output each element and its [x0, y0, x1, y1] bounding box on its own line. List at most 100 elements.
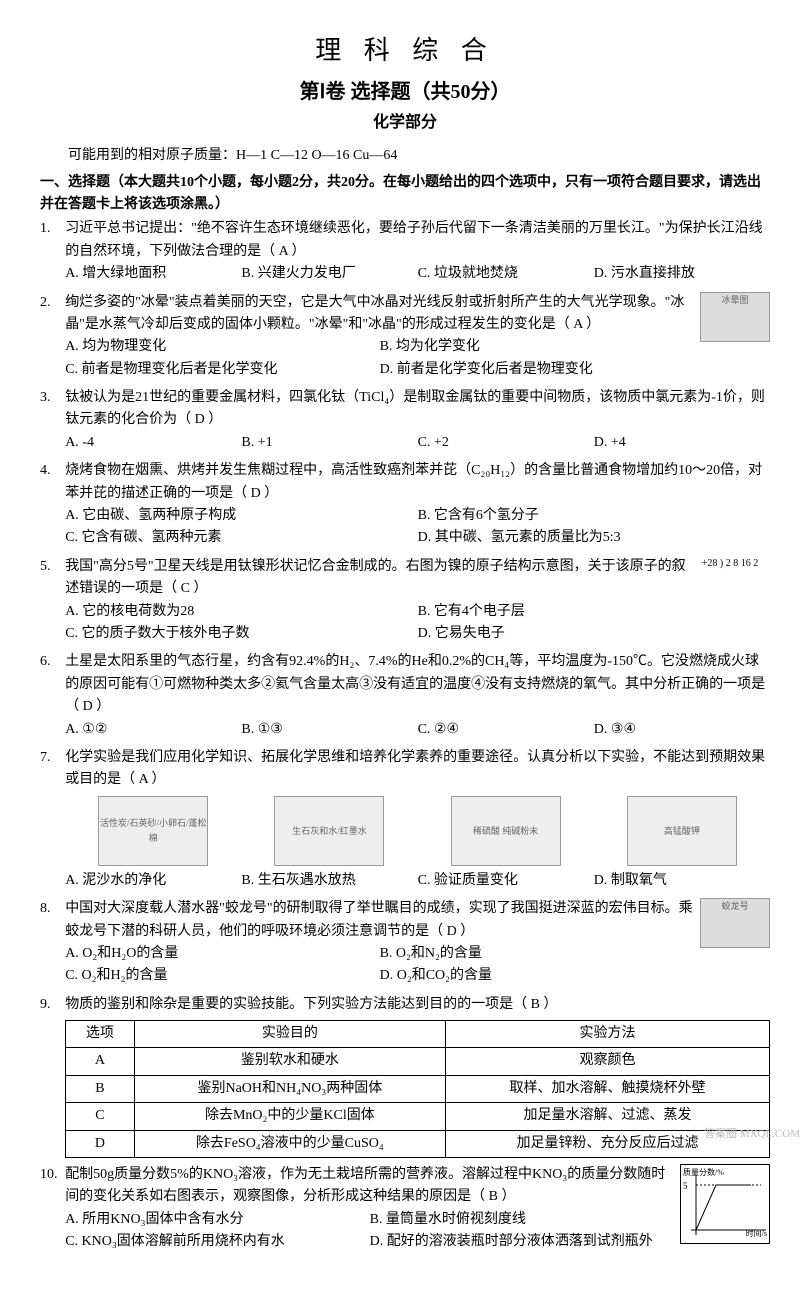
atom-diagram: +28 ) 2 8 16 2: [690, 556, 770, 596]
experiment-figure: 生石灰和水/红墨水: [274, 796, 384, 866]
question-9: 9.物质的鉴别和除杂是重要的实验技能。下列实验方法能达到目的的一项是（ B ） 选…: [40, 994, 770, 1158]
options: A. 泥沙水的净化B. 生石灰遇水放热C. 验证质量变化D. 制取氧气: [40, 870, 770, 892]
option: B. +1: [241, 432, 417, 454]
option: A. O₂和H₂O的含量: [65, 943, 379, 965]
question-7: 7.化学实验是我们应用化学知识、拓展化学思维和培养化学素养的重要途径。认真分析以…: [40, 747, 770, 892]
question-5: +28 ) 2 8 16 2 5.我国"高分5号"卫星天线是用钛镍形状记忆合金制成…: [40, 556, 770, 646]
table-cell: 除去MnO₂中的少量KCl固体: [134, 1103, 446, 1130]
question-text: 土星是太阳系里的气态行星，约含有92.4%的H₂、7.4%的He和0.2%的CH…: [40, 651, 770, 718]
option: D. 前者是化学变化后者是物理变化: [380, 359, 694, 381]
option: D. ③④: [594, 719, 770, 741]
options: A. 它由碳、氢两种原子构成B. 它含有6个氢分子C. 它含有碳、氢两种元素D.…: [40, 505, 770, 550]
atomic-mass-note: 可能用到的相对原子质量：H—1 C—12 O—16 Cu—64: [40, 145, 770, 167]
question-number: 4.: [40, 460, 51, 482]
option: B. ①③: [241, 719, 417, 741]
question-text: 我国"高分5号"卫星天线是用钛镍形状记忆合金制成的。右图为镍的原子结构示意图，关…: [40, 556, 770, 601]
option: D. 制取氧气: [594, 870, 770, 892]
table-cell: A: [66, 1048, 134, 1075]
graph-figure: 质量分数/%5时间/s: [680, 1164, 770, 1244]
option: B. O₂和N₂的含量: [380, 943, 694, 965]
table-cell: 取样、加水溶解、触摸烧杯外壁: [446, 1075, 770, 1102]
option: A. 它的核电荷数为28: [65, 601, 417, 623]
question-text: 烧烤食物在烟熏、烘烤并发生焦糊过程中，高活性致癌剂苯并芘（C₂₀H₁₂）的含量比…: [40, 460, 770, 505]
title-sub: 第Ⅰ卷 选择题（共50分）: [40, 76, 770, 108]
table-header: 实验方法: [446, 1021, 770, 1048]
options: A. 增大绿地面积B. 兴建火力发电厂C. 垃圾就地焚烧D. 污水直接排放: [40, 263, 770, 285]
question-number: 1.: [40, 218, 51, 240]
question-6: 6.土星是太阳系里的气态行星，约含有92.4%的H₂、7.4%的He和0.2%的…: [40, 651, 770, 741]
watermark: 答案圈 MXQE.COM: [704, 1126, 800, 1144]
options: A. 它的核电荷数为28B. 它有4个电子层C. 它的质子数大于核外电子数D. …: [40, 601, 770, 646]
title-main: 理 科 综 合: [40, 30, 770, 72]
options: A. O₂和H₂O的含量B. O₂和N₂的含量C. O₂和H₂的含量D. O₂和…: [40, 943, 694, 988]
option: C. +2: [418, 432, 594, 454]
figure-image: 冰晕图: [700, 292, 770, 342]
option: C. 它含有碳、氢两种元素: [65, 527, 417, 549]
question-number: 5.: [40, 556, 51, 578]
option: B. 兴建火力发电厂: [241, 263, 417, 285]
question-number: 10.: [40, 1164, 58, 1186]
option: C. 垃圾就地焚烧: [418, 263, 594, 285]
questions-container: 1.习近平总书记提出："绝不容许生态环境继续恶化，要给子孙后代留下一条清洁美丽的…: [40, 218, 770, 1253]
option: C. 验证质量变化: [418, 870, 594, 892]
option: D. 污水直接排放: [594, 263, 770, 285]
question-2: 冰晕图 2.绚烂多姿的"冰晕"装点着美丽的天空，它是大气中冰晶对光线反射或折射所产…: [40, 292, 770, 382]
question-number: 7.: [40, 747, 51, 769]
figure-image: 蛟龙号: [700, 898, 770, 948]
question-text: 化学实验是我们应用化学知识、拓展化学思维和培养化学素养的重要途径。认真分析以下实…: [40, 747, 770, 792]
option: A. 泥沙水的净化: [65, 870, 241, 892]
option: B. 它含有6个氢分子: [418, 505, 770, 527]
question-10: 质量分数/%5时间/s 10.配制50g质量分数5%的KNO₃溶液，作为无土栽培所…: [40, 1164, 770, 1254]
option: C. O₂和H₂的含量: [65, 965, 379, 987]
option: A. ①②: [65, 719, 241, 741]
option: C. ②④: [418, 719, 594, 741]
question-number: 9.: [40, 994, 51, 1016]
table-cell: 观察颜色: [446, 1048, 770, 1075]
option: B. 均为化学变化: [380, 336, 694, 358]
question-number: 2.: [40, 292, 51, 314]
question-8: 蛟龙号 8.中国对大深度载人潜水器"蛟龙号"的研制取得了举世瞩目的成绩，实现了我国…: [40, 898, 770, 988]
figure-row: 活性炭/石英砂/小卵石/蓬松棉生石灰和水/红墨水稀硫酸 纯碱粉末高锰酸钾: [40, 796, 770, 866]
question-text: 配制50g质量分数5%的KNO₃溶液，作为无土栽培所需的营养液。溶解过程中KNO…: [40, 1164, 770, 1209]
table-header: 选项: [66, 1021, 134, 1048]
option: B. 生石灰遇水放热: [241, 870, 417, 892]
question-text: 绚烂多姿的"冰晕"装点着美丽的天空，它是大气中冰晶对光线反射或折射所产生的大气光…: [40, 292, 770, 337]
table-cell: 除去FeSO₄溶液中的少量CuSO₄: [134, 1130, 446, 1157]
question-4: 4.烧烤食物在烟熏、烘烤并发生焦糊过程中，高活性致癌剂苯并芘（C₂₀H₁₂）的含…: [40, 460, 770, 550]
option: C. KNO₃固体溶解前所用烧杯内有水: [65, 1231, 369, 1253]
options: A. 所用KNO₃固体中含有水分B. 量筒量水时俯视刻度线C. KNO₃固体溶解…: [40, 1209, 674, 1254]
table-cell: 鉴别NaOH和NH₄NO₃两种固体: [134, 1075, 446, 1102]
option: D. O₂和CO₂的含量: [380, 965, 694, 987]
experiment-figure: 稀硫酸 纯碱粉末: [451, 796, 561, 866]
option: D. +4: [594, 432, 770, 454]
option: C. 它的质子数大于核外电子数: [65, 623, 417, 645]
options: A. ①②B. ①③C. ②④D. ③④: [40, 719, 770, 741]
experiment-table: 选项实验目的实验方法A鉴别软水和硬水观察颜色B鉴别NaOH和NH₄NO₃两种固体…: [65, 1020, 770, 1158]
option: A. 均为物理变化: [65, 336, 379, 358]
table-cell: D: [66, 1130, 134, 1157]
options: A. -4B. +1C. +2D. +4: [40, 432, 770, 454]
option: A. 它由碳、氢两种原子构成: [65, 505, 417, 527]
question-1: 1.习近平总书记提出："绝不容许生态环境继续恶化，要给子孙后代留下一条清洁美丽的…: [40, 218, 770, 285]
section-one-header: 一、选择题（本大题共10个小题，每小题2分，共20分。在每小题给出的四个选项中，…: [40, 172, 770, 217]
table-row: D除去FeSO₄溶液中的少量CuSO₄加足量锌粉、充分反应后过滤: [66, 1130, 770, 1157]
title-section: 化学部分: [40, 110, 770, 136]
question-number: 6.: [40, 651, 51, 673]
table-cell: 鉴别软水和硬水: [134, 1048, 446, 1075]
question-text: 钛被认为是21世纪的重要金属材料，四氯化钛（TiCl₄）是制取金属钛的重要中间物…: [40, 387, 770, 432]
option: B. 量筒量水时俯视刻度线: [370, 1209, 674, 1231]
question-text: 物质的鉴别和除杂是重要的实验技能。下列实验方法能达到目的的一项是（ B ）: [40, 994, 770, 1016]
option: D. 其中碳、氢元素的质量比为5:3: [418, 527, 770, 549]
question-text: 中国对大深度载人潜水器"蛟龙号"的研制取得了举世瞩目的成绩，实现了我国挺进深蓝的…: [40, 898, 770, 943]
option: C. 前者是物理变化后者是化学变化: [65, 359, 379, 381]
table-cell: B: [66, 1075, 134, 1102]
question-3: 3.钛被认为是21世纪的重要金属材料，四氯化钛（TiCl₄）是制取金属钛的重要中…: [40, 387, 770, 454]
option: B. 它有4个电子层: [418, 601, 770, 623]
table-row: A鉴别软水和硬水观察颜色: [66, 1048, 770, 1075]
option: D. 配好的溶液装瓶时部分液体洒落到试剂瓶外: [370, 1231, 674, 1253]
table-header: 实验目的: [134, 1021, 446, 1048]
table-row: B鉴别NaOH和NH₄NO₃两种固体取样、加水溶解、触摸烧杯外壁: [66, 1075, 770, 1102]
option: A. -4: [65, 432, 241, 454]
question-number: 8.: [40, 898, 51, 920]
question-number: 3.: [40, 387, 51, 409]
